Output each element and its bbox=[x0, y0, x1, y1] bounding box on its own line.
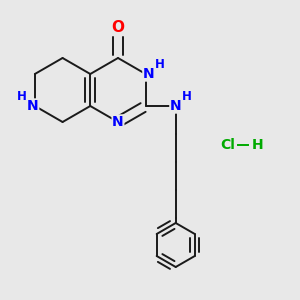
Text: H: H bbox=[17, 89, 27, 103]
Text: N: N bbox=[27, 99, 39, 113]
Text: H: H bbox=[252, 138, 264, 152]
Text: H: H bbox=[155, 58, 165, 70]
Text: N: N bbox=[112, 115, 124, 129]
Text: N: N bbox=[143, 67, 154, 81]
Text: N: N bbox=[170, 99, 182, 113]
Text: O: O bbox=[112, 20, 124, 35]
Text: Cl: Cl bbox=[220, 138, 236, 152]
Text: H: H bbox=[182, 91, 192, 103]
